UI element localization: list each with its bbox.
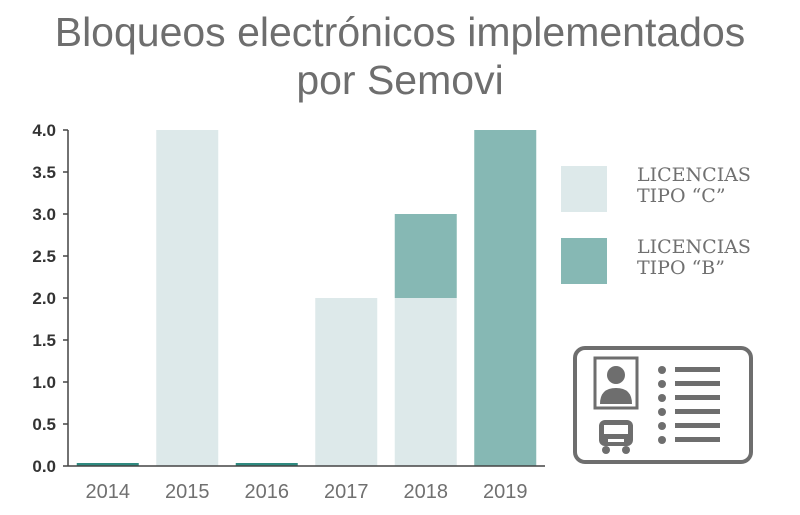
legend-label-1: LICENCIAS [637, 164, 751, 186]
y-tick-label: 3.0 [32, 205, 56, 224]
x-tick-label: 2016 [245, 481, 290, 503]
license-card-icon [573, 346, 753, 464]
info-lines-icon [658, 366, 720, 444]
legend-label-1: TIPO “C” [637, 185, 726, 207]
x-tick-label: 2019 [483, 481, 528, 503]
bar-2019-series-2 [474, 130, 537, 466]
legend-label-2: LICENCIAS [637, 236, 751, 258]
y-tick-label: 2.5 [32, 247, 56, 266]
y-tick-label: 4.0 [32, 121, 56, 140]
bar-2015-series-1 [156, 130, 219, 466]
y-tick-label: 1.0 [32, 373, 56, 392]
legend-swatch-1 [561, 166, 607, 212]
bars [76, 130, 537, 466]
x-tick-label: 2018 [404, 481, 449, 503]
x-tick-label: 2017 [324, 481, 369, 503]
legend-swatch-2 [561, 238, 607, 284]
portrait-photo-icon [593, 356, 639, 410]
x-tick-label: 2014 [86, 481, 131, 503]
y-tick-label: 2.0 [32, 289, 56, 308]
bar-2018-series-2 [394, 214, 457, 298]
bar-2016-zero [235, 463, 298, 466]
bus-icon [599, 420, 633, 454]
x-axis: 2014 2015 2016 2017 2018 2019 [68, 465, 545, 503]
chart-title: Bloqueos electrónicos implementados por … [0, 8, 800, 104]
bar-2017-series-1 [315, 298, 378, 466]
y-tick-label: 3.5 [32, 163, 56, 182]
y-tick-label: 0.5 [32, 415, 56, 434]
bar-2018-series-1 [394, 298, 457, 466]
legend-label-2: TIPO “B” [637, 257, 725, 279]
chart-title-line-2: por Semovi [296, 57, 504, 103]
y-tick-label: 1.5 [32, 331, 56, 350]
x-tick-label: 2015 [165, 481, 210, 503]
y-tick-label: 0.0 [32, 457, 56, 476]
y-axis: 0.0 0.5 1.0 1.5 2.0 2.5 3.0 3.5 4.0 [32, 121, 69, 476]
bar-2014-zero [76, 463, 139, 466]
chart-title-line-1: Bloqueos electrónicos implementados [54, 9, 746, 55]
